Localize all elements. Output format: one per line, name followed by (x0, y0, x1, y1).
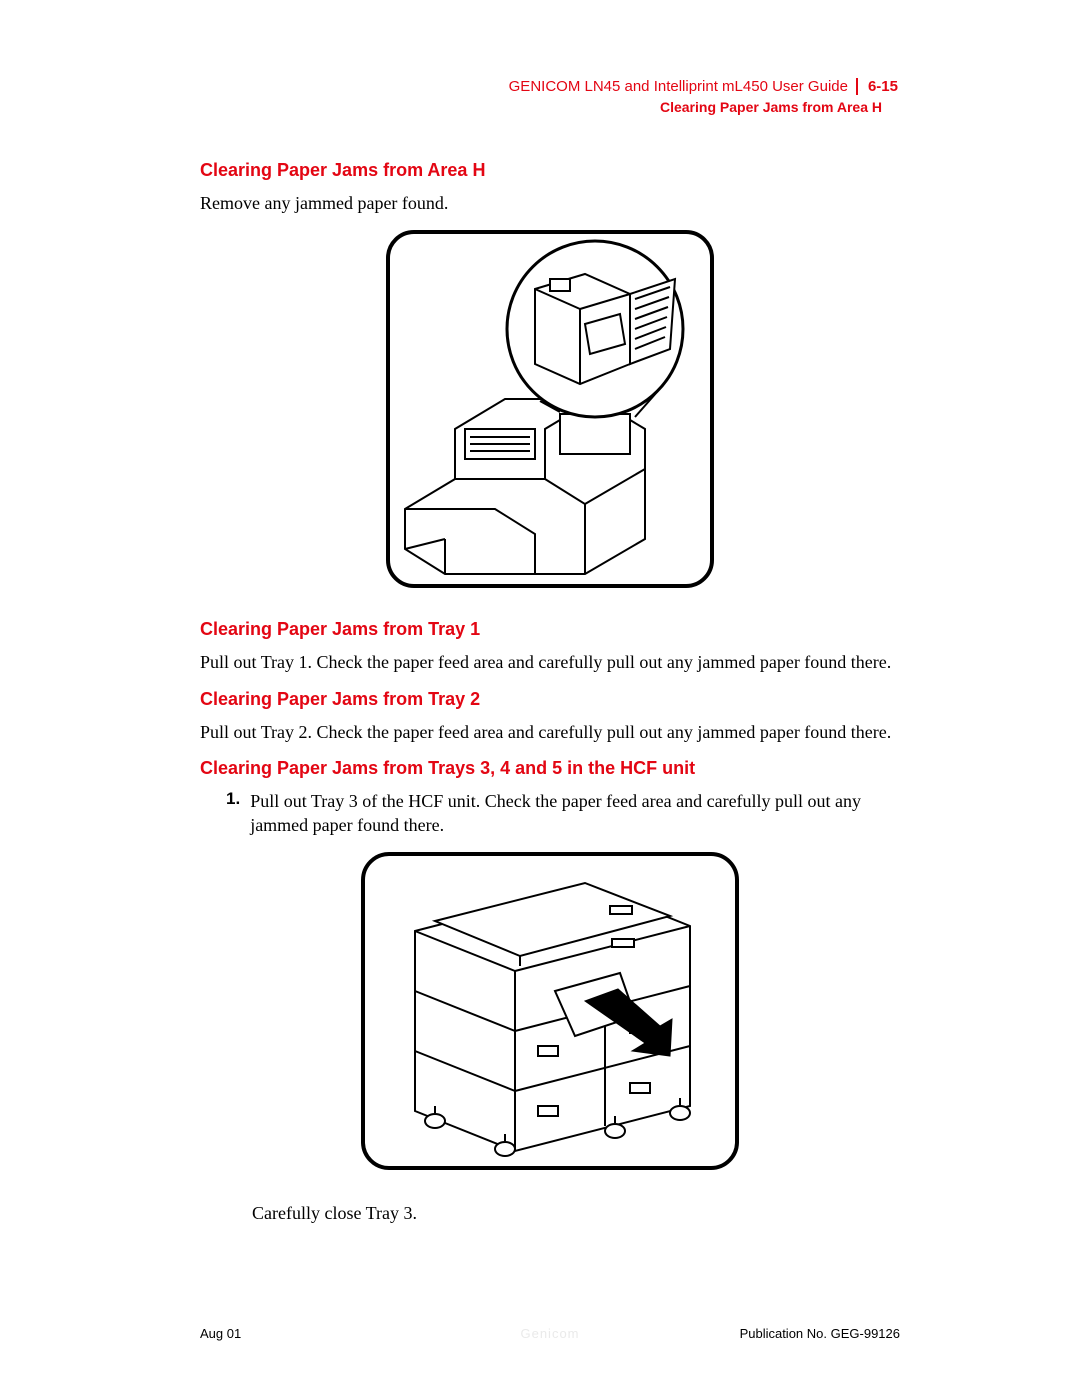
header-section-title: Clearing Paper Jams from Area H (509, 99, 900, 115)
header-guide-title: GENICOM LN45 and Intelliprint mL450 User… (509, 78, 848, 95)
page-number: 6-15 (856, 78, 900, 95)
after-figure-text: Carefully close Tray 3. (252, 1201, 900, 1225)
section-heading-tray2: Clearing Paper Jams from Tray 2 (200, 689, 900, 710)
page-footer: Aug 01 Genicom Publication No. GEG-99126 (200, 1326, 900, 1341)
page-content: Clearing Paper Jams from Area H Remove a… (200, 160, 900, 1240)
section-text-tray1: Pull out Tray 1. Check the paper feed ar… (200, 650, 900, 674)
hcf-tray-illustration (360, 851, 740, 1171)
header-line-1: GENICOM LN45 and Intelliprint mL450 User… (509, 78, 900, 95)
page-header: GENICOM LN45 and Intelliprint mL450 User… (509, 78, 900, 115)
list-item-1: 1. Pull out Tray 3 of the HCF unit. Chec… (226, 789, 900, 838)
section-heading-area-h: Clearing Paper Jams from Area H (200, 160, 900, 181)
list-text: Pull out Tray 3 of the HCF unit. Check t… (250, 789, 900, 838)
printer-area-h-illustration (385, 229, 715, 589)
footer-date: Aug 01 (200, 1326, 241, 1341)
section-heading-tray1: Clearing Paper Jams from Tray 1 (200, 619, 900, 640)
footer-publication: Publication No. GEG-99126 (740, 1326, 900, 1341)
list-number: 1. (226, 789, 240, 838)
footer-watermark: Genicom (520, 1326, 579, 1341)
section-text-area-h: Remove any jammed paper found. (200, 191, 900, 215)
section-heading-hcf: Clearing Paper Jams from Trays 3, 4 and … (200, 758, 900, 779)
section-text-tray2: Pull out Tray 2. Check the paper feed ar… (200, 720, 900, 744)
